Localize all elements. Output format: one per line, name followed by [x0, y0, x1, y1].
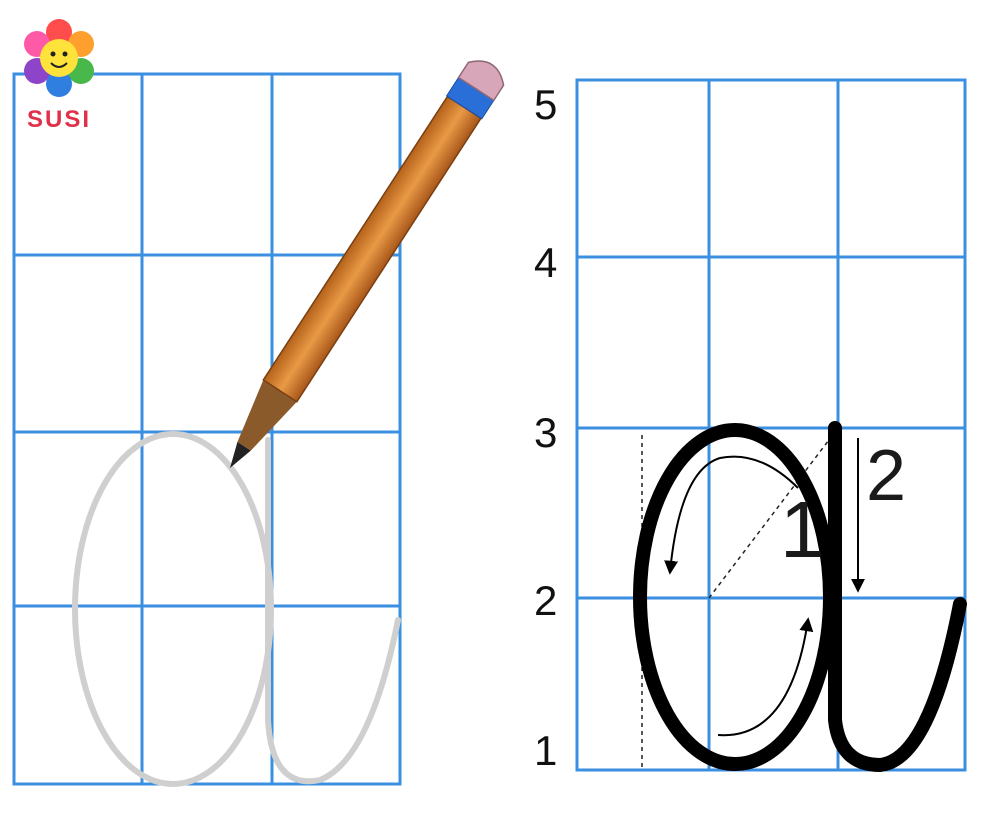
pencil-icon [230, 60, 505, 468]
row-label-3: 3 [534, 409, 558, 456]
row-label-5: 5 [534, 81, 558, 128]
model-letter-a [633, 421, 967, 773]
row-label-4: 4 [534, 239, 558, 286]
step-label-2: 2 [866, 436, 907, 516]
step-label-1: 1 [780, 485, 825, 574]
stroke-direction-arrows [664, 438, 865, 737]
logo: SUSI [14, 14, 104, 136]
row-label-1: 1 [534, 727, 558, 774]
practice-grid-left [12, 72, 402, 786]
demo-grid-right [575, 78, 967, 772]
flower-smiley-icon [24, 19, 94, 97]
logo-text: SUSI [26, 106, 91, 133]
traced-letter-a [72, 431, 401, 787]
guide-dotted-lines [641, 427, 839, 770]
row-label-2: 2 [534, 577, 558, 624]
